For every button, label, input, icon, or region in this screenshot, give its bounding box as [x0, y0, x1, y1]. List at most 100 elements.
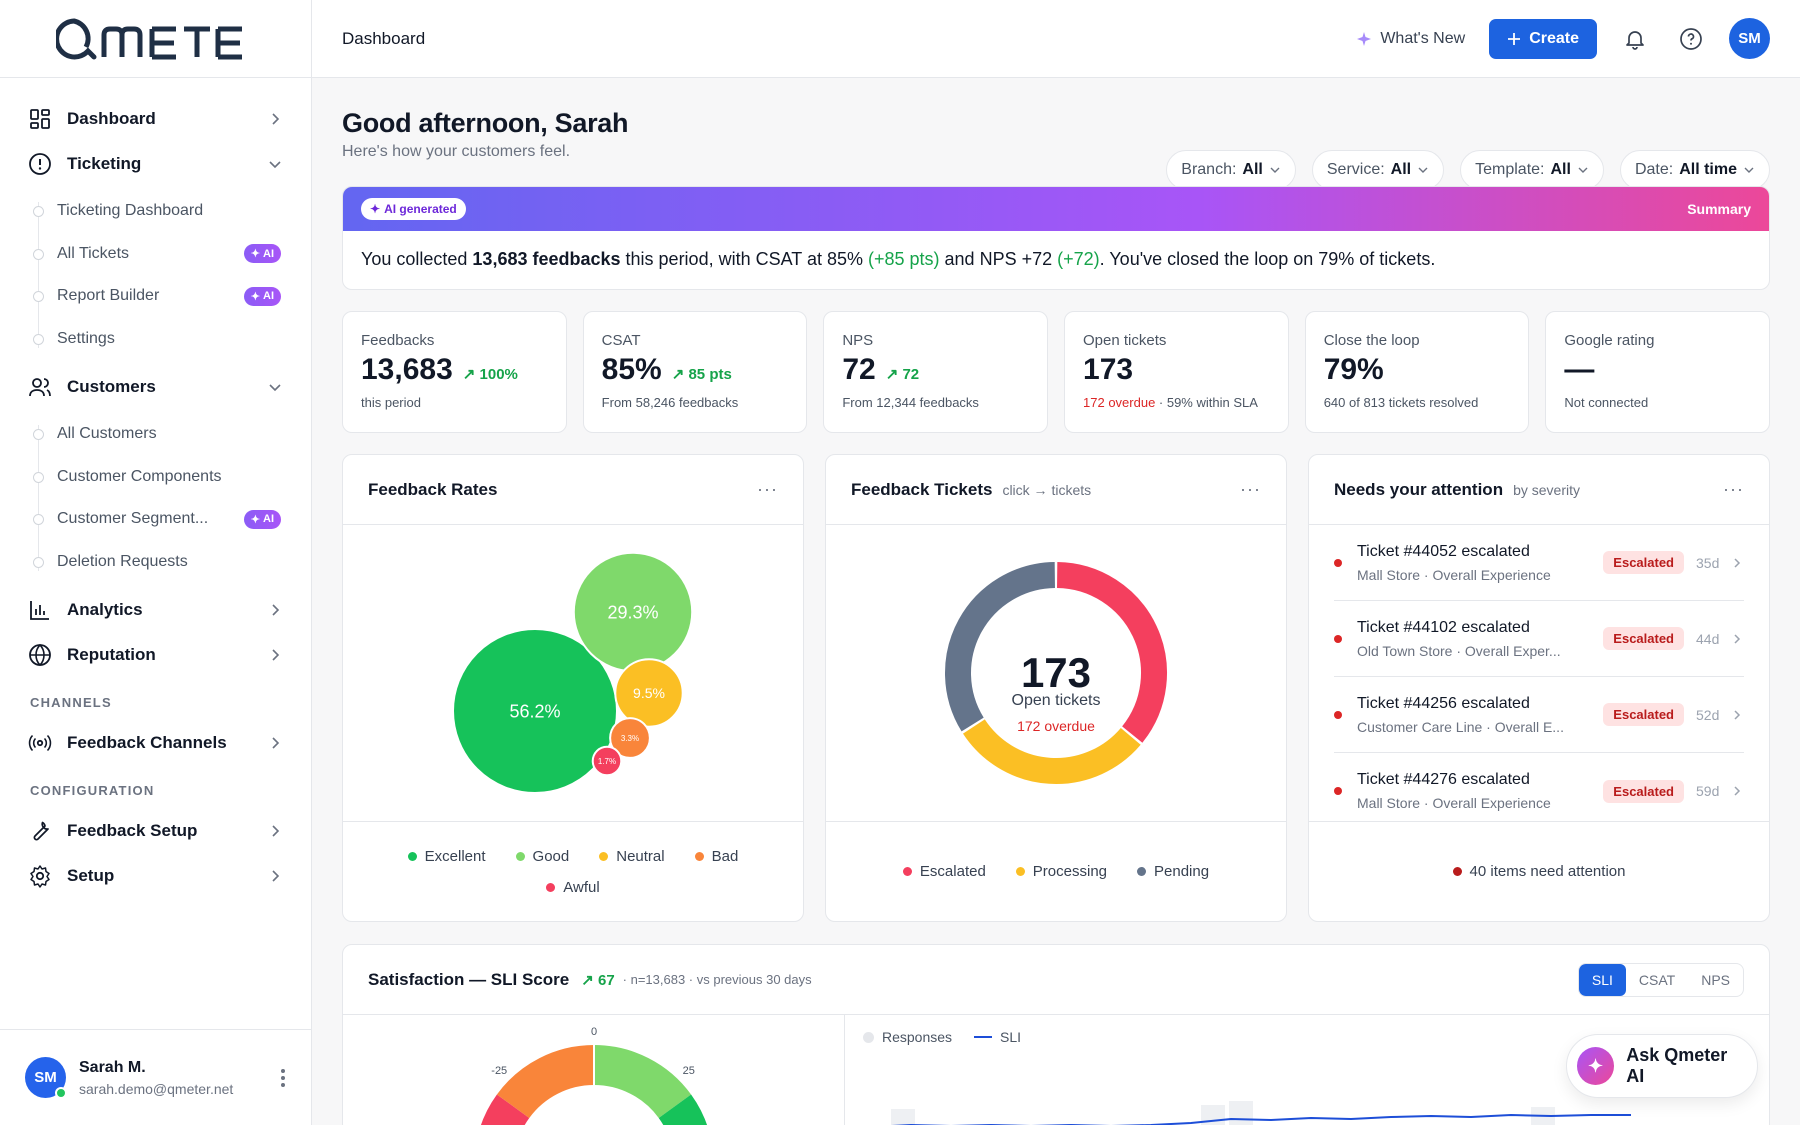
sli-delta-value: 67 [597, 971, 615, 989]
summary-text-part: You collected [361, 249, 473, 269]
card-title: Feedback Tickets [851, 479, 993, 499]
filter-key: Date: [1634, 161, 1674, 178]
kpi-value: — [1564, 353, 1595, 386]
summary-csat-delta: (+85 pts) [867, 249, 940, 269]
kpi-open-tickets[interactable]: Open tickets 173 172 overdue · 59% withi… [1064, 311, 1289, 433]
sidebar-item-setup[interactable]: Setup [0, 853, 311, 898]
legend-item-responses[interactable]: Responses [863, 1029, 952, 1045]
legend-item-excellent[interactable]: Excellent [407, 848, 486, 865]
sidebar-subitem-ticketing-dashboard[interactable]: Ticketing Dashboard [0, 190, 311, 233]
sidebar-item-dashboard[interactable]: Dashboard [0, 96, 311, 141]
legend-item-sli[interactable]: SLI [974, 1029, 1021, 1045]
chevron-down-icon [267, 379, 283, 395]
user-profile[interactable]: SM Sarah M. sarah.demo@qmeter.net [0, 1029, 311, 1125]
sidebar-subitem-label: Deletion Requests [57, 552, 188, 570]
kpi-google-rating[interactable]: Google rating — Not connected [1545, 311, 1771, 433]
responses-bar [891, 1109, 915, 1125]
legend-label: Escalated [919, 863, 986, 880]
sidebar-item-feedback-setup[interactable]: Feedback Setup [0, 808, 311, 853]
attention-item[interactable]: Ticket #44102 escalated Old Town Store · … [1334, 601, 1744, 677]
kebab-menu-icon[interactable] [280, 1068, 286, 1088]
filter-bar: Branch: All Service: All Template: All Date… [1166, 150, 1770, 190]
kpi-sub: From 12,344 feedbacks [842, 395, 979, 410]
bubble-label: 29.3% [607, 602, 658, 622]
ai-badge: ✦ AI [243, 286, 281, 306]
bubble-bad[interactable] [609, 717, 651, 759]
attention-item[interactable]: Ticket #44276 escalated Mall Store · Over… [1334, 753, 1744, 829]
more-options-icon[interactable]: ··· [1240, 479, 1261, 499]
kpi-feedbacks[interactable]: Feedbacks 13,683 ↗ 100% this period [342, 311, 567, 433]
kpi-value: 72 [842, 353, 876, 386]
legend-item-bad[interactable]: Bad [694, 848, 738, 865]
sidebar-subitem-report-builder[interactable]: Report Builder ✦ AI [0, 275, 311, 318]
sidebar-item-reputation[interactable]: Reputation [0, 632, 311, 677]
attention-count[interactable]: 40 items need attention [1452, 863, 1625, 880]
sidebar-subitem-all-customers[interactable]: All Customers [0, 413, 311, 456]
gauge-tick-label: 25 [683, 1065, 695, 1077]
more-options-icon[interactable]: ··· [1723, 479, 1744, 499]
user-email: sarah.demo@qmeter.net [79, 1080, 234, 1097]
attention-item[interactable]: Ticket #44256 escalated Customer Care Lin… [1334, 677, 1744, 753]
kpi-nps[interactable]: NPS 72 ↗ 72 From 12,344 feedbacks [823, 311, 1049, 433]
create-button[interactable]: Create [1489, 18, 1597, 59]
legend-swatch [1015, 867, 1025, 876]
sidebar-subitem-deletion-requests[interactable]: Deletion Requests [0, 541, 311, 584]
branch-filter[interactable]: Branch: All [1166, 150, 1296, 190]
legend-item-pending[interactable]: Pending [1137, 863, 1209, 880]
legend-item-escalated[interactable]: Escalated [902, 863, 986, 880]
channels-section-label: CHANNELS [30, 695, 112, 710]
metric-tabs: SLI CSAT NPS [1577, 962, 1744, 997]
bubble-excellent[interactable] [452, 628, 618, 794]
sidebar-subitem-customer-components[interactable]: Customer Components [0, 456, 311, 499]
globe-icon [28, 643, 52, 667]
sidebar-item-feedback-channels[interactable]: Feedback Channels [0, 720, 311, 765]
sidebar-subitem-all-tickets[interactable]: All Tickets ✦ AI [0, 233, 311, 276]
ask-ai-button[interactable]: ✦ Ask Qmeter AI [1566, 1034, 1758, 1098]
sidebar-subitem-label: All Tickets [57, 244, 130, 262]
help-button[interactable] [1673, 21, 1709, 57]
sidebar-item-label: Setup [67, 865, 115, 885]
attention-age: 59d [1696, 783, 1720, 799]
donut-segment-escalated[interactable] [1056, 562, 1167, 743]
date-filter[interactable]: Date: All time [1619, 150, 1770, 190]
qmeter-logo[interactable] [0, 0, 311, 78]
legend-item-neutral[interactable]: Neutral [599, 848, 665, 865]
status-badge: Escalated [1603, 627, 1684, 650]
trend-up-icon: ↗ [671, 366, 685, 383]
attention-item[interactable]: Ticket #44052 escalated Mall Store · Over… [1334, 525, 1744, 601]
donut-segment-pending[interactable] [945, 562, 1056, 732]
bubble-neutral[interactable] [614, 658, 684, 728]
bubble-awful[interactable] [591, 745, 623, 777]
legend-item-awful[interactable]: Awful [546, 879, 600, 896]
whats-new-button[interactable]: What's New [1356, 30, 1465, 48]
tab-nps[interactable]: NPS [1701, 971, 1730, 988]
chevron-down-icon [1577, 164, 1589, 176]
sidebar-item-ticketing[interactable]: Ticketing [0, 141, 311, 186]
donut-segment-processing[interactable] [963, 719, 1141, 784]
more-options-icon[interactable]: ··· [757, 479, 778, 499]
kpi-close-the-loop[interactable]: Close the loop 79% 640 of 813 tickets re… [1304, 311, 1530, 433]
kpi-csat[interactable]: CSAT 85% ↗ 85 pts From 58,246 feedbacks [582, 311, 808, 433]
sidebar-subitem-settings[interactable]: Settings [0, 318, 311, 361]
sidebar-item-label: Reputation [67, 644, 156, 664]
sidebar-item-analytics[interactable]: Analytics [0, 587, 311, 632]
tab-csat[interactable]: CSAT [1638, 971, 1676, 988]
main-content: Good afternoon, Sarah Here's how your cu… [342, 78, 1771, 1125]
chevron-down-icon [267, 156, 283, 172]
service-filter[interactable]: Service: All [1311, 150, 1445, 190]
sidebar-item-customers[interactable]: Customers [0, 364, 311, 409]
summary-tag: Summary [1687, 201, 1751, 217]
template-filter[interactable]: Template: All [1460, 150, 1604, 190]
tree-dot [33, 514, 44, 525]
page-title: Good afternoon, Sarah [342, 108, 629, 138]
sidebar-subitem-customer-segments[interactable]: Customer Segment... ✦ AI [0, 498, 311, 541]
sidebar-item-label: Feedback Setup [67, 820, 198, 840]
legend-item-good[interactable]: Good [515, 848, 569, 865]
legend-item-processing[interactable]: Processing [1015, 863, 1107, 880]
avatar[interactable]: SM [1729, 18, 1770, 59]
notifications-button[interactable] [1617, 21, 1653, 57]
status-badge: Escalated [1603, 703, 1684, 726]
tab-sli[interactable]: SLI [1578, 963, 1626, 996]
sparkle-icon: ✦ [250, 290, 260, 303]
